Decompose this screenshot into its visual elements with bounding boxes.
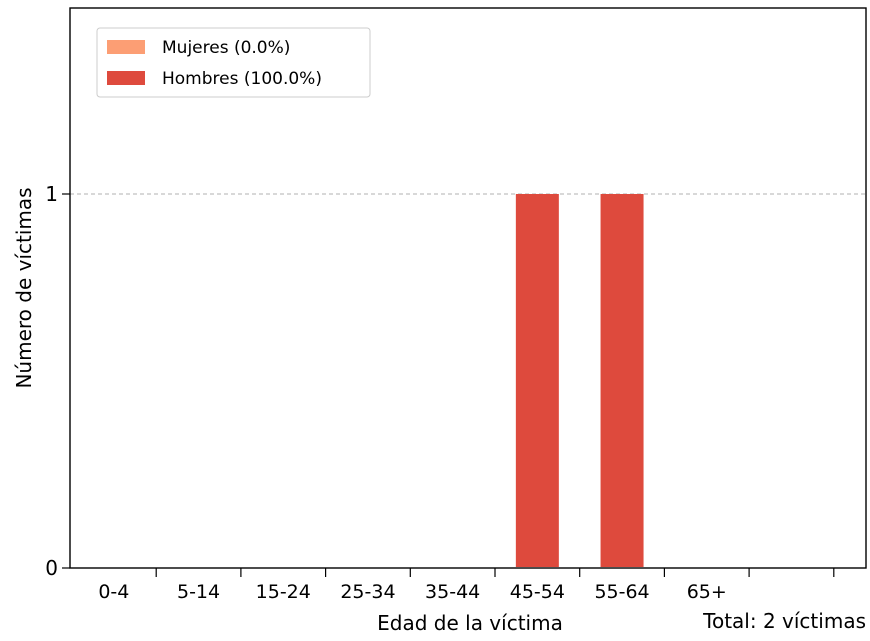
x-tick-label: 0-4 xyxy=(98,581,129,603)
x-tick-label: 35-44 xyxy=(425,581,480,603)
x-tick-label: 25-34 xyxy=(340,581,395,603)
x-axis: 0-4 5-14 15-24 25-34 35-44 45-54 55-64 65+ xyxy=(98,568,835,603)
x-tick-label: 45-54 xyxy=(510,581,565,603)
x-axis-label: Edad de la víctima xyxy=(377,611,563,635)
total-annotation: Total: 2 víctimas xyxy=(702,609,866,633)
x-tick-label: 15-24 xyxy=(256,581,311,603)
x-tick-label: 55-64 xyxy=(594,581,649,603)
y-tick-label: 1 xyxy=(45,182,58,206)
y-tick-label: 0 xyxy=(45,556,58,580)
legend-box xyxy=(96,27,371,98)
legend-swatch-mujeres xyxy=(107,40,145,54)
legend-label-hombres: Hombres (100.0%) xyxy=(162,69,322,89)
bar-hombres-55-64 xyxy=(600,194,644,567)
legend-label-mujeres: Mujeres (0.0%) xyxy=(162,38,290,58)
x-tick-label: 65+ xyxy=(687,581,727,603)
legend-swatch-hombres xyxy=(107,71,145,85)
y-axis-label: Número de víctimas xyxy=(12,187,36,388)
bars-layer xyxy=(515,194,644,567)
bar-hombres-45-54 xyxy=(515,194,559,567)
plot-frame xyxy=(69,7,867,569)
x-tick-label: 5-14 xyxy=(177,581,220,603)
legend: Mujeres (0.0%) Hombres (100.0%) xyxy=(96,27,371,98)
y-axis: 01 xyxy=(45,182,70,580)
